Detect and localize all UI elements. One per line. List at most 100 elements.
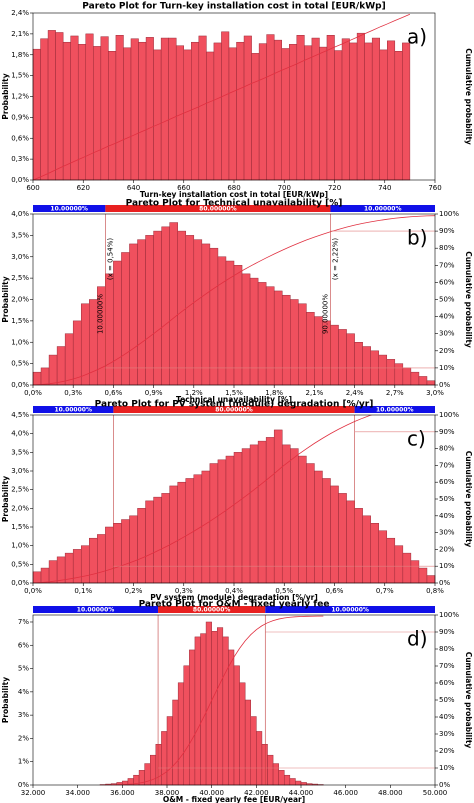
bar (32, 48, 41, 181)
x-tick-label: 44.000 (289, 789, 314, 797)
band-segment (33, 406, 114, 413)
x-tick-label: 720 (328, 184, 341, 192)
bar (341, 38, 350, 181)
y-tick-label: 1,0% (11, 338, 29, 346)
bar (48, 354, 58, 386)
y2-tick-label: 20% (439, 347, 455, 355)
bar (193, 239, 203, 386)
bar (129, 243, 138, 386)
x-tick-label: 46.000 (333, 789, 358, 797)
bar (394, 51, 403, 181)
bar (185, 235, 195, 386)
y-tick-label: 2% (18, 734, 29, 742)
y2-tick-label: 0% (439, 579, 450, 587)
bar (244, 699, 252, 786)
bar (249, 277, 259, 386)
bar (296, 35, 305, 181)
bar (222, 636, 229, 786)
bar (304, 45, 313, 181)
bar (177, 682, 185, 786)
bar (145, 235, 154, 386)
bar (145, 37, 154, 181)
y-tick-label: 4% (18, 688, 29, 696)
bar (113, 260, 122, 386)
y2-tick-label: 30% (439, 730, 455, 738)
bar (183, 665, 190, 786)
y2-tick-label: 90% (439, 428, 455, 436)
bar (319, 46, 328, 181)
y2-tick-label: 30% (439, 529, 455, 537)
band-label: 10.00000% (50, 205, 88, 212)
x-tick-label: 2,4% (346, 389, 364, 397)
x-tick-label: 600 (26, 184, 39, 192)
bar (32, 371, 42, 386)
y-tick-label: 0,0% (11, 579, 29, 587)
band-segment (33, 606, 159, 613)
y-tick-label: 1,5% (11, 317, 29, 325)
bar (145, 500, 154, 584)
bar (364, 42, 373, 181)
panel-label: a) (407, 25, 427, 49)
bar (243, 35, 252, 181)
x-tick-label: 760 (428, 184, 441, 192)
bar (295, 780, 302, 786)
bar (371, 37, 380, 181)
bar (115, 35, 124, 181)
band-segment (330, 205, 435, 212)
x-tick-label: 680 (227, 184, 240, 192)
bar (191, 41, 200, 181)
bar (241, 448, 251, 584)
y2-tick-label: 100% (439, 210, 459, 218)
y2-tick-label: 40% (439, 512, 455, 520)
bar (322, 478, 331, 584)
y2-tick-label: 70% (439, 461, 455, 469)
bar (228, 47, 237, 181)
bar (72, 320, 82, 386)
bar (137, 239, 146, 386)
bar (338, 493, 347, 584)
y2-tick-label: 10% (439, 764, 455, 772)
y-tick-label: 1,5% (11, 72, 29, 80)
level-label: 10.00000% (96, 294, 104, 334)
x-tick-label: 0,3% (175, 587, 193, 595)
y-tick-label: 1,0% (11, 542, 29, 550)
bar (121, 252, 130, 386)
y2-tick-label: 70% (439, 261, 455, 269)
bar (155, 743, 162, 786)
x-tick-label: 0,0% (24, 587, 42, 595)
bar (250, 716, 257, 786)
bar (160, 37, 169, 181)
bar (281, 48, 290, 181)
bar (40, 38, 49, 181)
y-tick-label: 3,0% (11, 467, 29, 475)
bar (198, 35, 207, 181)
bar (200, 633, 207, 786)
bar (233, 665, 240, 786)
y-tick-label: 0,3% (11, 155, 29, 163)
bar (225, 455, 235, 584)
bar (217, 256, 227, 386)
bar (306, 463, 315, 584)
bar (105, 273, 114, 386)
panel: 10.00000% 80.00000% 10.00000% Pareto Plot f… (1, 199, 473, 405)
x-tick-label: 0,3% (64, 389, 82, 397)
y-tick-label: 3,0% (11, 253, 29, 261)
y2-tick-label: 80% (439, 244, 455, 252)
x-tick-label: 50.000 (423, 789, 448, 797)
bar (62, 41, 71, 181)
y-axis-label: Probability (1, 476, 10, 522)
x-tick-label: 0,5% (275, 587, 293, 595)
bar (265, 286, 275, 386)
bar (298, 303, 307, 386)
bar (85, 33, 94, 181)
chart-title: Pareto Plot for O&M - fixed yearly fee (139, 600, 330, 610)
y-tick-label: 3% (18, 711, 29, 719)
bar (306, 312, 315, 386)
bar (346, 500, 355, 584)
x-tick-label: 700 (278, 184, 291, 192)
y2-tick-label: 60% (439, 278, 455, 286)
bar (281, 294, 291, 386)
bar (354, 508, 363, 584)
y-tick-label: 0,0% (11, 176, 29, 184)
x-tick-label: 2,7% (386, 389, 404, 397)
